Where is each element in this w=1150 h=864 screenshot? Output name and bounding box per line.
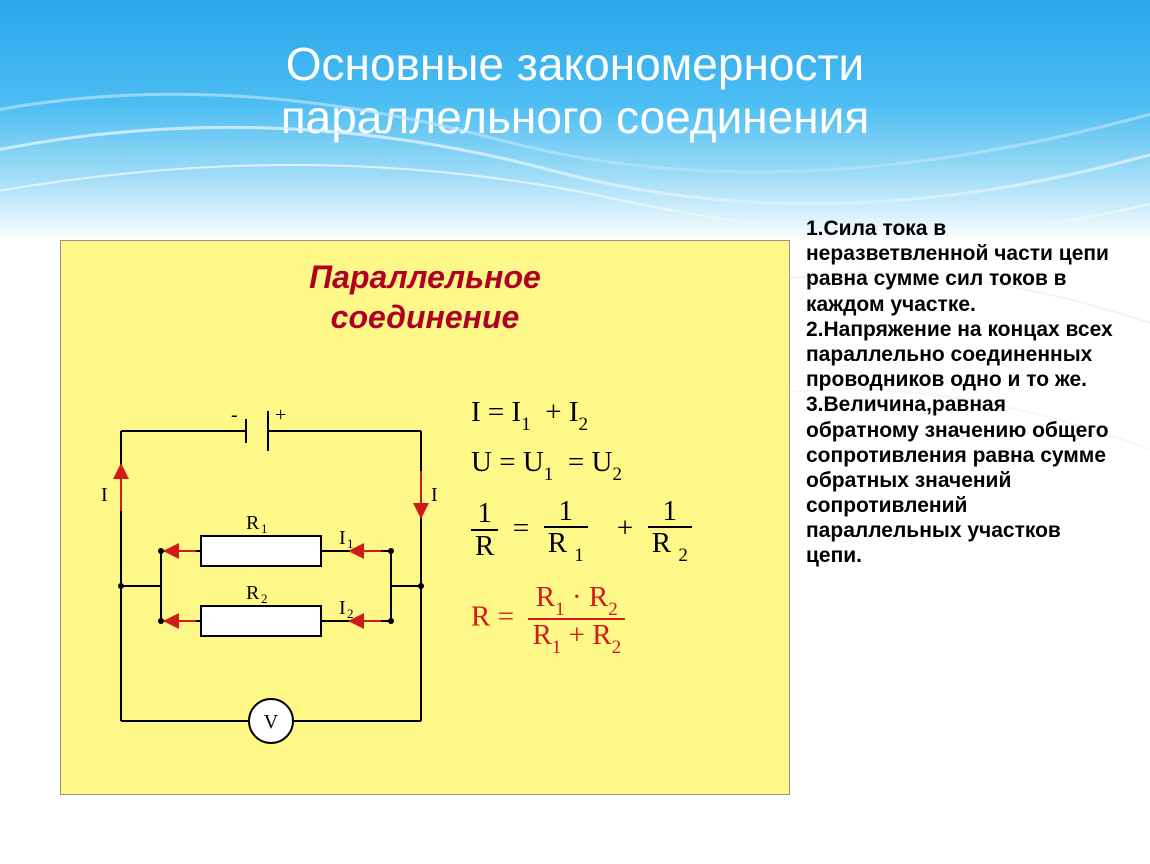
- svg-text:2: 2: [261, 591, 268, 606]
- formula-current: I = I1 + I2: [471, 396, 771, 434]
- bullet-3: 3.Величина,равная обратному значению общ…: [806, 392, 1120, 568]
- battery-plus: +: [275, 404, 286, 426]
- title-line1: Основные закономерности: [286, 38, 864, 90]
- bullet-2: 2.Напряжение на концах всех параллельно …: [806, 317, 1120, 393]
- panel-heading-l2: соединение: [331, 299, 520, 335]
- bullet-list: 1.Сила тока в неразветвленной части цепи…: [806, 216, 1120, 569]
- voltmeter-label: V: [264, 711, 279, 733]
- slide: Основные закономерности параллельного со…: [0, 0, 1150, 864]
- bullet-1: 1.Сила тока в неразветвленной части цепи…: [806, 216, 1120, 317]
- svg-text:I: I: [339, 597, 346, 619]
- svg-text:I: I: [101, 484, 108, 506]
- svg-text:R: R: [246, 582, 260, 604]
- svg-text:2: 2: [347, 606, 354, 621]
- svg-text:R: R: [246, 512, 260, 534]
- diagram-panel: Параллельное соединение: [60, 240, 790, 795]
- circuit-diagram: - + V: [91, 401, 451, 771]
- panel-heading-l1: Параллельное: [309, 259, 541, 295]
- formulas: I = I1 + I2 U = U1 = U2 1R = 1R 1 + 1R 2…: [471, 396, 771, 668]
- content-row: Параллельное соединение: [0, 210, 1150, 844]
- svg-text:I: I: [339, 527, 346, 549]
- svg-text:I: I: [431, 484, 438, 506]
- title-line2: параллельного соединения: [281, 91, 870, 143]
- right-column: 1.Сила тока в неразветвленной части цепи…: [800, 210, 1150, 844]
- formula-voltage: U = U1 = U2: [471, 446, 771, 484]
- panel-heading: Параллельное соединение: [61, 241, 789, 337]
- left-column: Параллельное соединение: [0, 210, 800, 844]
- battery-minus: -: [231, 404, 238, 426]
- svg-text:1: 1: [261, 521, 268, 536]
- formula-r-product: R = R1 · R2 R1 + R2: [471, 582, 771, 656]
- svg-text:1: 1: [347, 536, 354, 551]
- formula-inverse-r: 1R = 1R 1 + 1R 2: [471, 496, 771, 564]
- slide-title: Основные закономерности параллельного со…: [0, 0, 1150, 144]
